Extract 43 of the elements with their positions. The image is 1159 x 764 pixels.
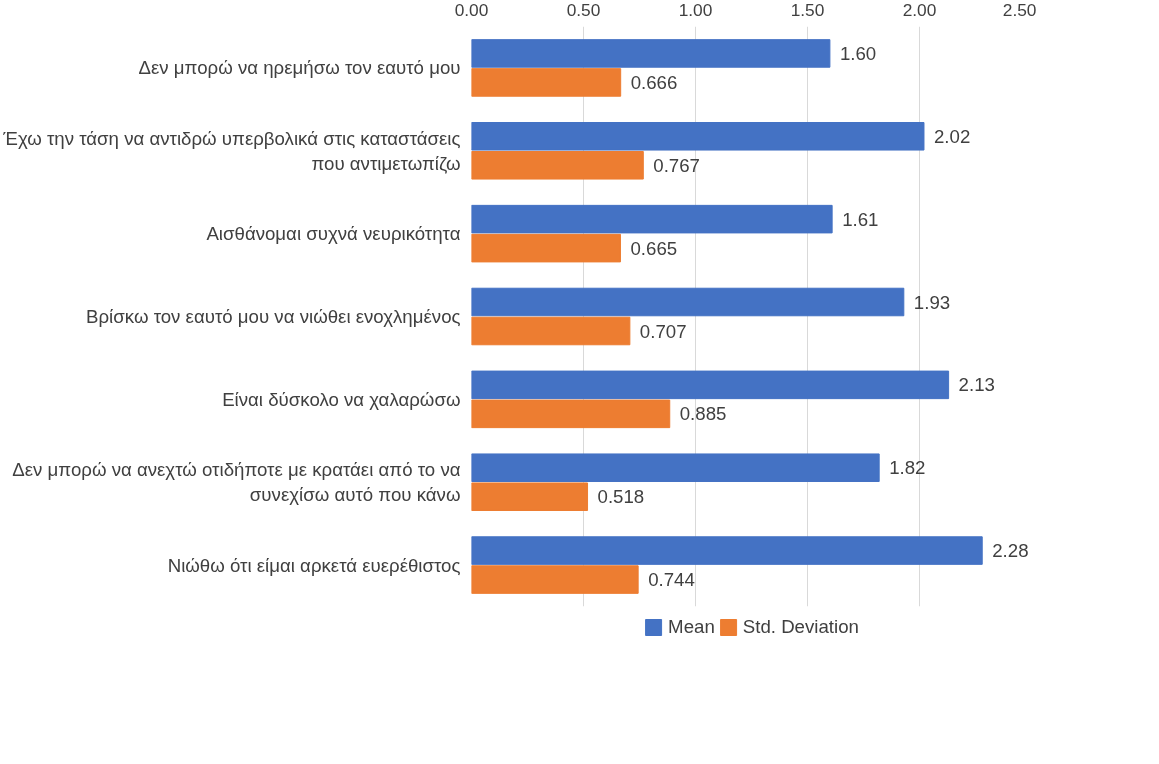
legend-label: Std. Deviation xyxy=(742,616,859,638)
bar xyxy=(471,536,983,565)
x-tick-label: 1.50 xyxy=(790,0,825,20)
x-tick-label: 0.50 xyxy=(566,0,601,20)
x-tick-label: 1.00 xyxy=(678,0,713,20)
data-label: 1.61 xyxy=(842,208,879,230)
y-tick-label: Αισθάνομαι συχνά νευρικότητα xyxy=(206,223,461,245)
bar xyxy=(471,565,639,594)
y-tick-label: Δεν μπορώ να ανεχτώ οτιδήποτε με κρατάει από το να συνεχίσω αυτό που κάνω xyxy=(12,459,461,506)
y-tick-label: Βρίσκω τον εαυτό μου να νιώθει ενοχλημένος xyxy=(86,306,461,327)
x-tick-label: 2.50 xyxy=(1002,0,1037,20)
bar xyxy=(471,287,905,317)
bar xyxy=(471,122,925,151)
bar xyxy=(471,204,833,234)
data-label: 0.744 xyxy=(648,569,695,591)
data-label: 0.767 xyxy=(653,154,700,176)
bar xyxy=(471,68,622,97)
data-label: 2.02 xyxy=(933,125,971,147)
bar xyxy=(471,39,831,68)
bar xyxy=(471,151,644,180)
data-label: 1.60 xyxy=(839,42,877,64)
y-tick-label: Είναι δύσκολο να χαλαρώσω xyxy=(222,388,461,410)
y-tick-label: Έχω την τάση να αντιδρώ υπερβολικά στις καταστάσεις που αντιμετωπίζω xyxy=(2,127,461,174)
data-label: 0.665 xyxy=(630,237,678,259)
data-label: 1.82 xyxy=(889,457,926,479)
bar xyxy=(471,399,671,429)
bar xyxy=(471,233,621,263)
bar xyxy=(471,316,631,346)
data-label: 1.93 xyxy=(913,291,951,313)
x-tick-label: 2.00 xyxy=(902,0,937,20)
y-tick-label: Νιώθω ότι είμαι αρκετά ευερέθιστος xyxy=(167,554,461,576)
x-tick-label: 0.00 xyxy=(454,0,489,20)
bar xyxy=(471,370,950,400)
data-label: 0.885 xyxy=(679,403,727,425)
data-label: 0.666 xyxy=(630,71,678,93)
y-tick-label: Δεν μπορώ να ηρεμήσω τον εαυτό μου xyxy=(138,57,461,79)
data-label: 2.13 xyxy=(958,374,995,396)
data-label: 2.28 xyxy=(992,540,1029,562)
data-label: 0.518 xyxy=(597,486,645,508)
data-label: 0.707 xyxy=(639,320,687,342)
bar xyxy=(471,453,880,482)
legend-label: Mean xyxy=(668,616,715,638)
bar xyxy=(471,482,589,511)
